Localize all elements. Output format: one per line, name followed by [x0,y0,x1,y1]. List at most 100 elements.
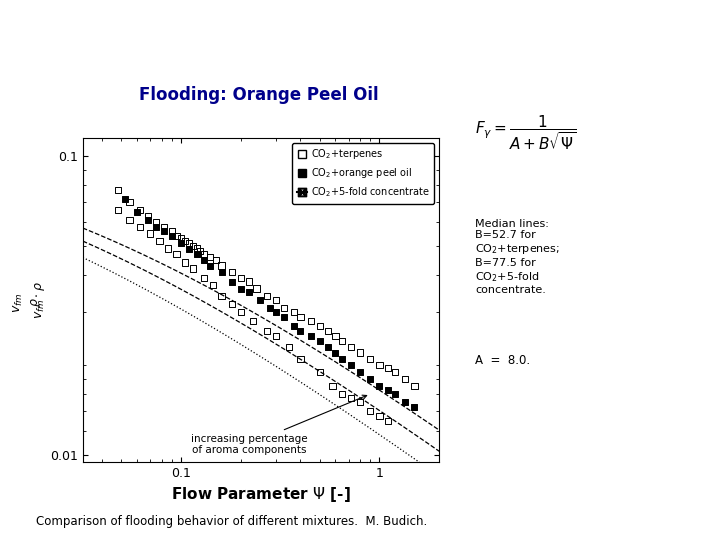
Point [278,312,289,321]
Point [171,232,182,240]
Point [216,292,228,300]
Point [346,361,357,369]
Point [124,216,135,225]
Point [235,274,246,282]
Point [175,234,186,242]
Point [390,367,401,376]
Point [179,258,191,267]
Point [390,390,401,399]
Point [142,216,153,225]
Point [374,411,385,420]
Point [198,274,210,282]
Point [191,249,202,258]
Point [364,374,376,383]
X-axis label: Flow Parameter $\Psi$ [-]: Flow Parameter $\Psi$ [-] [171,485,351,504]
Point [210,255,222,264]
Point [243,277,255,286]
Point [330,332,341,340]
Point [247,317,258,326]
Point [270,332,282,340]
Point [198,255,210,264]
Point [283,342,294,351]
Point [154,237,166,245]
Point [305,317,316,326]
Point [354,367,366,376]
Point [270,308,282,316]
Point [191,244,202,253]
Point [158,222,170,231]
Text: increasing percentage
of aroma components: increasing percentage of aroma component… [191,395,366,455]
Point [261,327,272,335]
Point [112,206,124,214]
Point [158,227,170,235]
Point [264,303,276,312]
Point [226,300,238,308]
Point [346,394,357,402]
Point [134,206,145,214]
Point [354,348,366,357]
Point [131,207,143,216]
Point [184,244,195,253]
Point [354,398,366,407]
Point [251,284,262,293]
Point [179,237,191,245]
Point [374,361,385,369]
Point [247,317,258,326]
Point [409,402,420,411]
Text: $\rho$: $\rho$ [29,298,43,307]
Text: A  =  8.0.: A = 8.0. [475,354,531,367]
Point [204,252,216,261]
Point [364,354,376,363]
Point [261,327,272,335]
Point [364,407,376,416]
Point [198,274,210,282]
Point [254,295,266,304]
Point [235,308,246,316]
Point [150,222,162,231]
Point [226,300,238,308]
Point [314,337,325,346]
Point [327,382,338,390]
Point [382,364,393,373]
Point [216,292,228,300]
Point [346,342,357,351]
Point [207,281,219,289]
Y-axis label: $v_{fm} \cdot \rho$: $v_{fm} \cdot \rho$ [33,281,48,319]
Point [194,247,206,255]
Point [119,194,130,203]
Point [382,417,393,426]
Point [305,332,316,340]
Point [330,348,341,357]
Point [283,342,294,351]
Point [154,237,166,245]
Point [134,222,145,231]
Point [294,354,306,363]
Point [322,342,333,351]
Point [314,367,325,376]
Legend: CO$_2$+terpenes, CO$_2$+orange peel oil, CO$_2$+5-fold concentrate: CO$_2$+terpenes, CO$_2$+orange peel oil,… [292,143,434,204]
Text: Comparison of flooding behavior of different mixtures.  M. Budich.: Comparison of flooding behavior of diffe… [36,515,427,528]
Point [184,239,195,248]
Point [294,354,306,363]
Point [235,284,246,293]
Point [243,288,255,296]
Point [124,216,135,225]
Point [235,308,246,316]
Point [187,241,199,250]
Point [171,249,182,258]
Point [261,292,272,300]
Point [314,367,325,376]
Point [346,394,357,402]
Point [150,218,162,227]
Point [374,382,385,390]
Point [336,337,348,346]
Point [270,332,282,340]
Point [336,390,348,399]
Point [112,206,124,214]
Point [216,261,228,270]
Point [288,322,300,330]
Point [198,249,210,258]
Point [336,390,348,399]
Point [187,264,199,273]
Point [364,407,376,416]
